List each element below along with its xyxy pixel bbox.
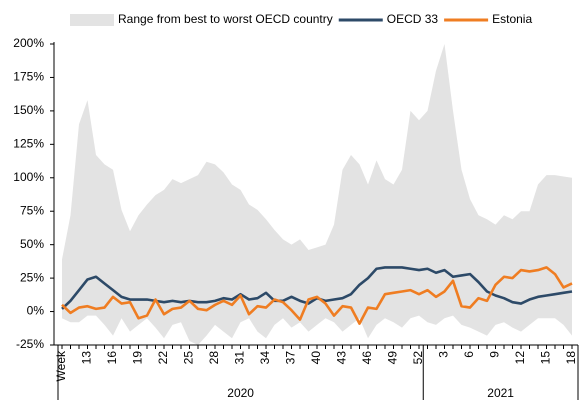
- x-tick-label: 19: [131, 351, 145, 365]
- x-tick-label: 37: [284, 351, 298, 365]
- x-tick-label: 40: [309, 351, 323, 365]
- y-tick-label: 200%: [13, 36, 44, 50]
- y-tick-label: 75%: [20, 203, 44, 217]
- x-tick-label: 12: [513, 351, 527, 365]
- x-group-label: 2021: [487, 386, 514, 400]
- y-tick-label: 25%: [20, 270, 44, 284]
- legend-label: Range from best to worst OECD country: [118, 12, 333, 26]
- series-line: [61, 266, 573, 325]
- x-tick-label: 25: [182, 351, 196, 365]
- x-tick-label: 16: [105, 351, 119, 365]
- y-tick-label: 0%: [27, 304, 45, 318]
- legend-label: OECD 33: [387, 12, 439, 26]
- y-tick-label: 125%: [13, 137, 44, 151]
- x-tick-label: 34: [258, 351, 272, 365]
- y-tick-label: 150%: [13, 103, 44, 117]
- y-tick-label: -25%: [16, 337, 44, 351]
- x-tick-label: 6: [462, 351, 476, 358]
- x-group-label: 2020: [227, 386, 254, 400]
- x-tick-label: 18: [564, 351, 578, 365]
- y-tick-label: 100%: [13, 170, 44, 184]
- x-tick-label: 28: [207, 351, 221, 365]
- y-tick-label: 50%: [20, 237, 44, 251]
- x-tick-label: Week: [54, 350, 68, 381]
- x-tick-label: 13: [80, 351, 94, 365]
- x-tick-label: 43: [335, 351, 349, 365]
- legend-label: Estonia: [492, 12, 532, 26]
- x-tick-label: 49: [386, 351, 400, 365]
- y-tick-label: 175%: [13, 70, 44, 84]
- x-tick-label: 15: [539, 351, 553, 365]
- x-tick-label: 22: [156, 351, 170, 365]
- x-tick-label: 52: [411, 351, 425, 365]
- legend-swatch: [70, 14, 114, 26]
- x-tick-label: 9: [488, 351, 502, 358]
- x-tick-label: 46: [360, 351, 374, 365]
- x-tick-label: 31: [233, 351, 247, 365]
- x-tick-label: 3: [437, 351, 451, 358]
